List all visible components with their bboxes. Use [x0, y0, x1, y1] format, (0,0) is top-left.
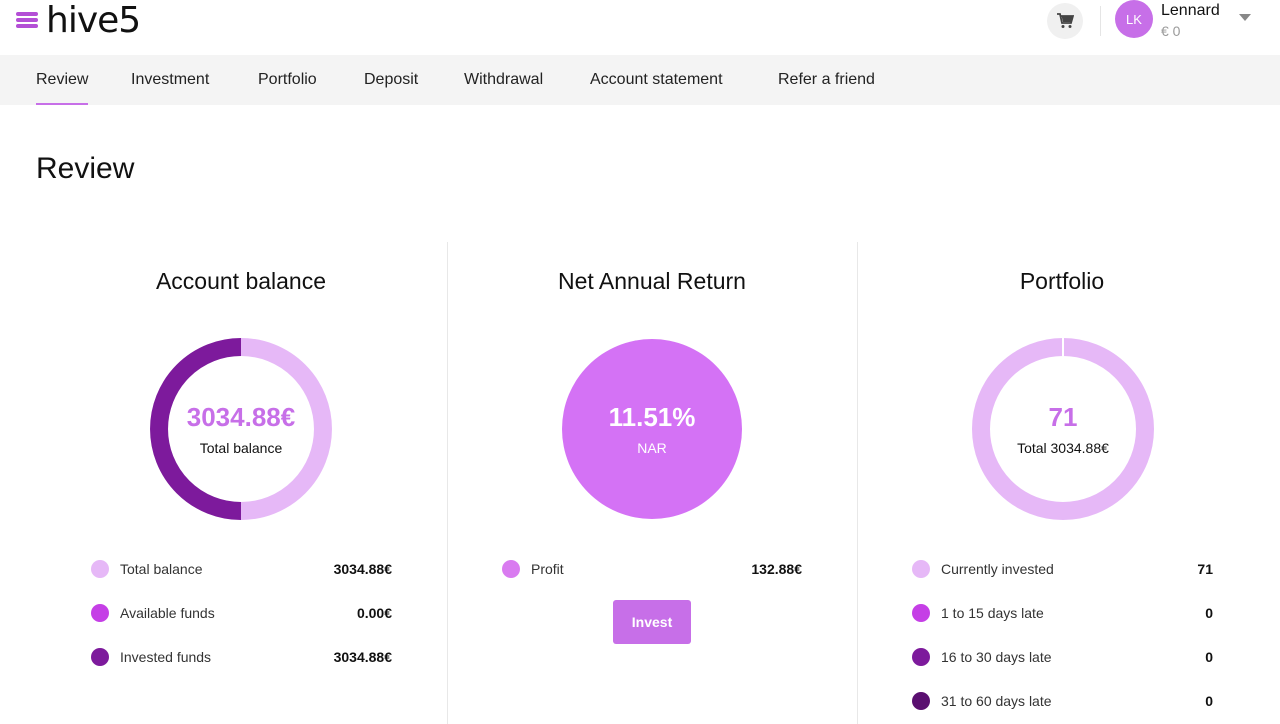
portfolio-count: 71 — [1048, 402, 1078, 432]
legend-dot — [912, 604, 930, 622]
legend-label: 16 to 30 days late — [941, 649, 1052, 665]
tab-portfolio[interactable]: Portfolio — [258, 71, 317, 88]
tab-refer-a-friend[interactable]: Refer a friend — [778, 71, 875, 88]
legend-label: Currently invested — [941, 561, 1054, 577]
legend-dot — [912, 648, 930, 666]
legend-value: 0 — [1205, 693, 1213, 709]
legend-label: Profit — [531, 561, 564, 577]
legend-dot — [91, 648, 109, 666]
portfolio-total: Total 3034.88€ — [1017, 440, 1109, 456]
legend-item: 31 to 60 days late — [912, 689, 1052, 713]
legend-label: 1 to 15 days late — [941, 605, 1044, 621]
legend-label: Invested funds — [120, 649, 212, 665]
column-divider — [447, 242, 448, 724]
account-balance-donut — [150, 338, 332, 520]
header-divider — [1100, 6, 1101, 36]
tab-investment[interactable]: Investment — [131, 71, 210, 88]
legend-dot — [91, 560, 109, 578]
donut-segment-total — [240, 338, 332, 520]
legend-label: Available funds — [120, 605, 215, 621]
chevron-down-icon[interactable] — [1239, 14, 1251, 21]
account-balance-title: Account balance — [155, 268, 327, 294]
legend-value: 132.88€ — [751, 561, 802, 577]
page-title: Review — [36, 152, 135, 185]
account-balance-value: 3034.88€ — [186, 402, 296, 432]
user-name[interactable]: Lennard — [1161, 2, 1220, 19]
legend-value: 0 — [1205, 605, 1213, 621]
legend-value: 0.00€ — [356, 605, 392, 621]
legend-item: Currently invested — [912, 557, 1054, 581]
legend-item: Available funds — [91, 601, 215, 625]
nar-value: 11.51% — [608, 402, 696, 432]
legend-item: Profit — [502, 557, 564, 581]
legend-dot — [912, 560, 930, 578]
legend-value: 0 — [1205, 649, 1213, 665]
cart-button[interactable] — [1047, 3, 1083, 39]
legend-item: Invested funds — [91, 645, 211, 669]
portfolio-title: Portfolio — [1019, 268, 1105, 294]
legend-label: 31 to 60 days late — [941, 693, 1052, 709]
column-divider — [857, 242, 858, 724]
legend-item: 1 to 15 days late — [912, 601, 1044, 625]
nar-label: NAR — [637, 440, 667, 456]
tab-withdrawal[interactable]: Withdrawal — [464, 71, 544, 88]
menu-icon[interactable] — [16, 9, 38, 31]
account-balance-label: Total balance — [199, 440, 283, 456]
top-bar: hive5 LK Lennard € 0 — [0, 0, 1280, 55]
legend-label: Total balance — [120, 561, 203, 577]
tab-account-statement[interactable]: Account statement — [590, 71, 723, 88]
portfolio-donut — [972, 338, 1154, 520]
logo-text: hive5 — [46, 0, 141, 41]
legend-value: 3034.88€ — [333, 649, 392, 665]
main-nav: Review Investment Portfolio Deposit With… — [0, 55, 1280, 105]
legend-dot — [502, 560, 520, 578]
tab-review[interactable]: Review — [36, 55, 89, 105]
invest-button[interactable]: Invest — [613, 600, 691, 644]
nar-circle — [562, 339, 742, 519]
legend-value: 3034.88€ — [333, 561, 392, 577]
donut-segment-invested — [150, 338, 242, 520]
user-balance: € 0 — [1161, 23, 1181, 39]
tab-deposit[interactable]: Deposit — [364, 71, 419, 88]
legend-item: 16 to 30 days late — [912, 645, 1052, 669]
net-annual-return-title: Net Annual Return — [558, 268, 746, 294]
legend-dot — [912, 692, 930, 710]
legend-value: 71 — [1197, 561, 1213, 577]
avatar[interactable]: LK — [1115, 0, 1153, 38]
legend-item: Total balance — [91, 557, 203, 581]
cart-icon — [1057, 13, 1074, 28]
legend-dot — [91, 604, 109, 622]
logo[interactable]: hive5 — [16, 0, 141, 41]
